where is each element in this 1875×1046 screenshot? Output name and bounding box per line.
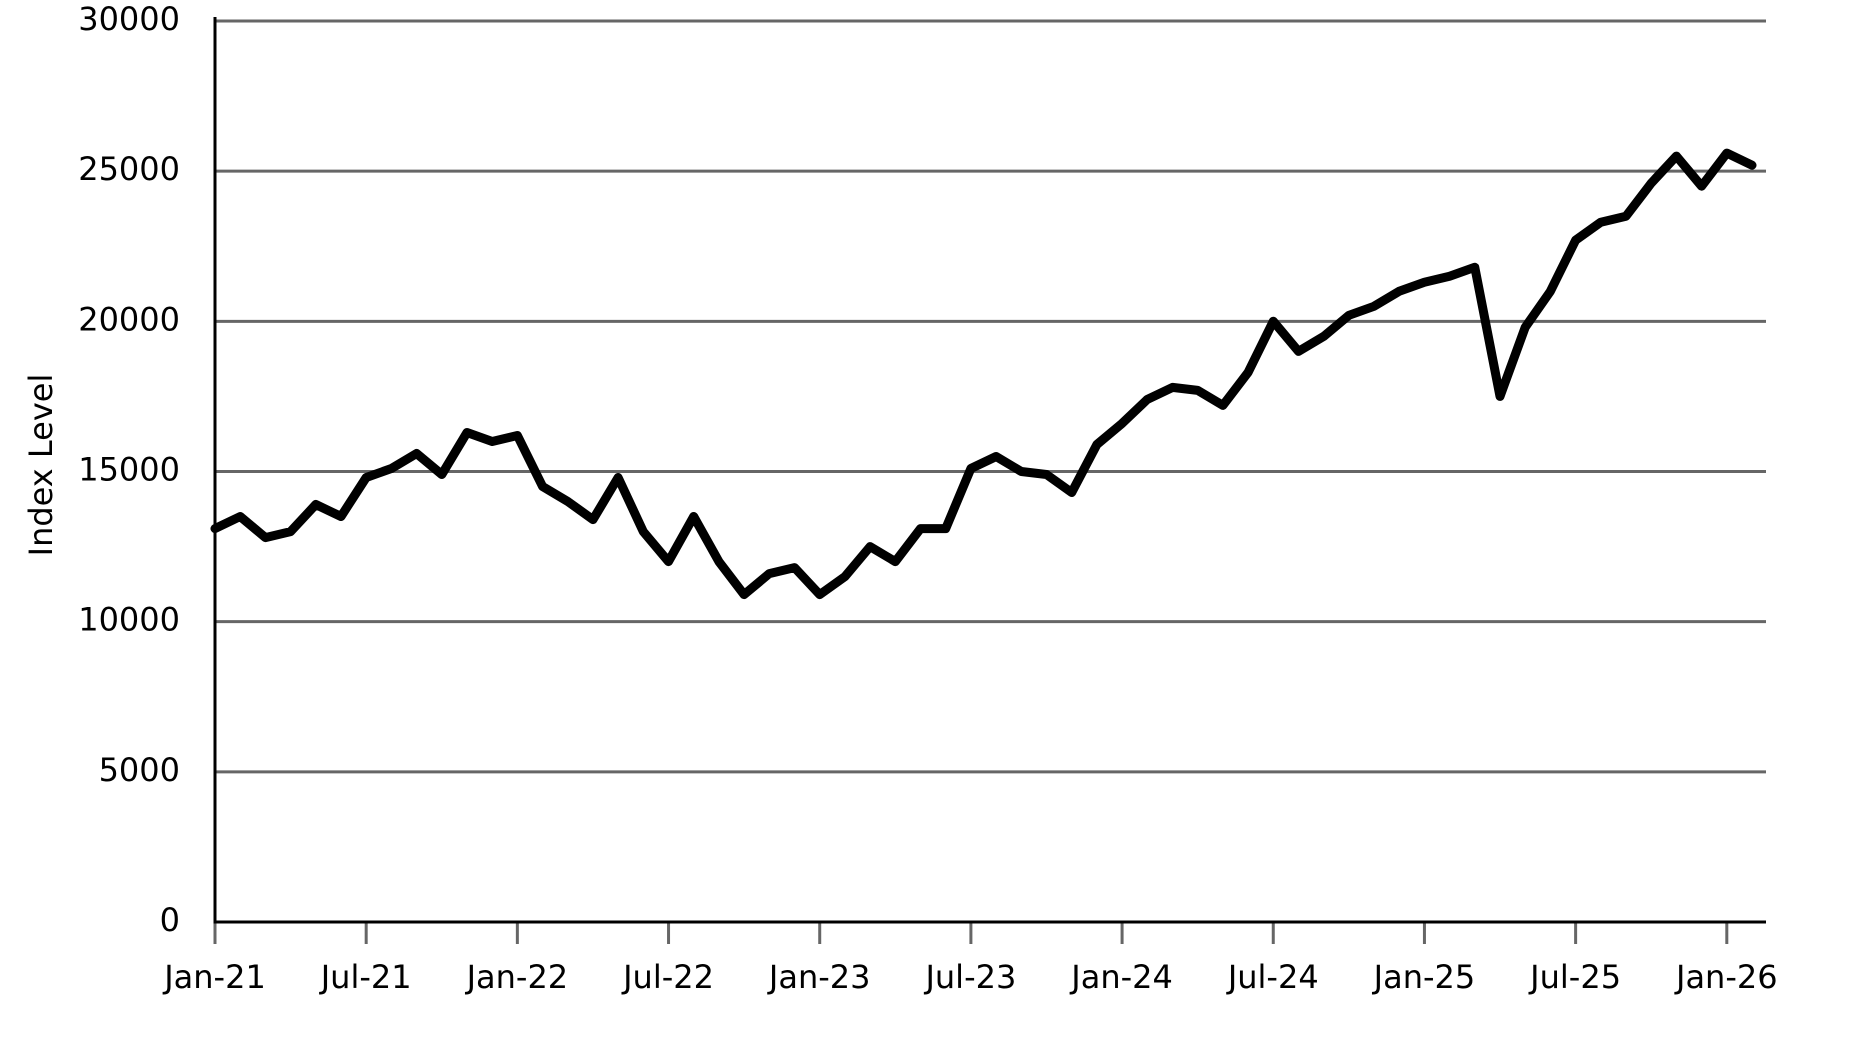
x-tick-label: Jul-22 [621,958,714,996]
y-tick-label: 25000 [78,150,180,188]
x-tick-label: Jan-26 [1674,958,1778,996]
y-tick-label: 20000 [78,300,180,338]
y-tick-label: 0 [160,901,180,939]
x-tick-label: Jul-25 [1528,958,1621,996]
x-tick-label: Jan-23 [767,958,871,996]
data-line [210,148,1757,600]
x-tick-label: Jan-21 [162,958,266,996]
x-tick-label: Jul-21 [319,958,412,996]
x-tick-label: Jul-23 [923,958,1016,996]
y-tick-label: 10000 [78,601,180,639]
y-tick-label: 30000 [78,0,180,38]
y-axis-label: Index Level [22,374,60,557]
y-tick-label: 15000 [78,451,180,489]
x-tick-label: Jan-24 [1069,958,1173,996]
x-tick-label: Jan-25 [1372,958,1476,996]
x-tick-label: Jul-24 [1226,958,1319,996]
x-tick-label: Jan-22 [465,958,569,996]
y-tick-label: 5000 [99,751,180,789]
